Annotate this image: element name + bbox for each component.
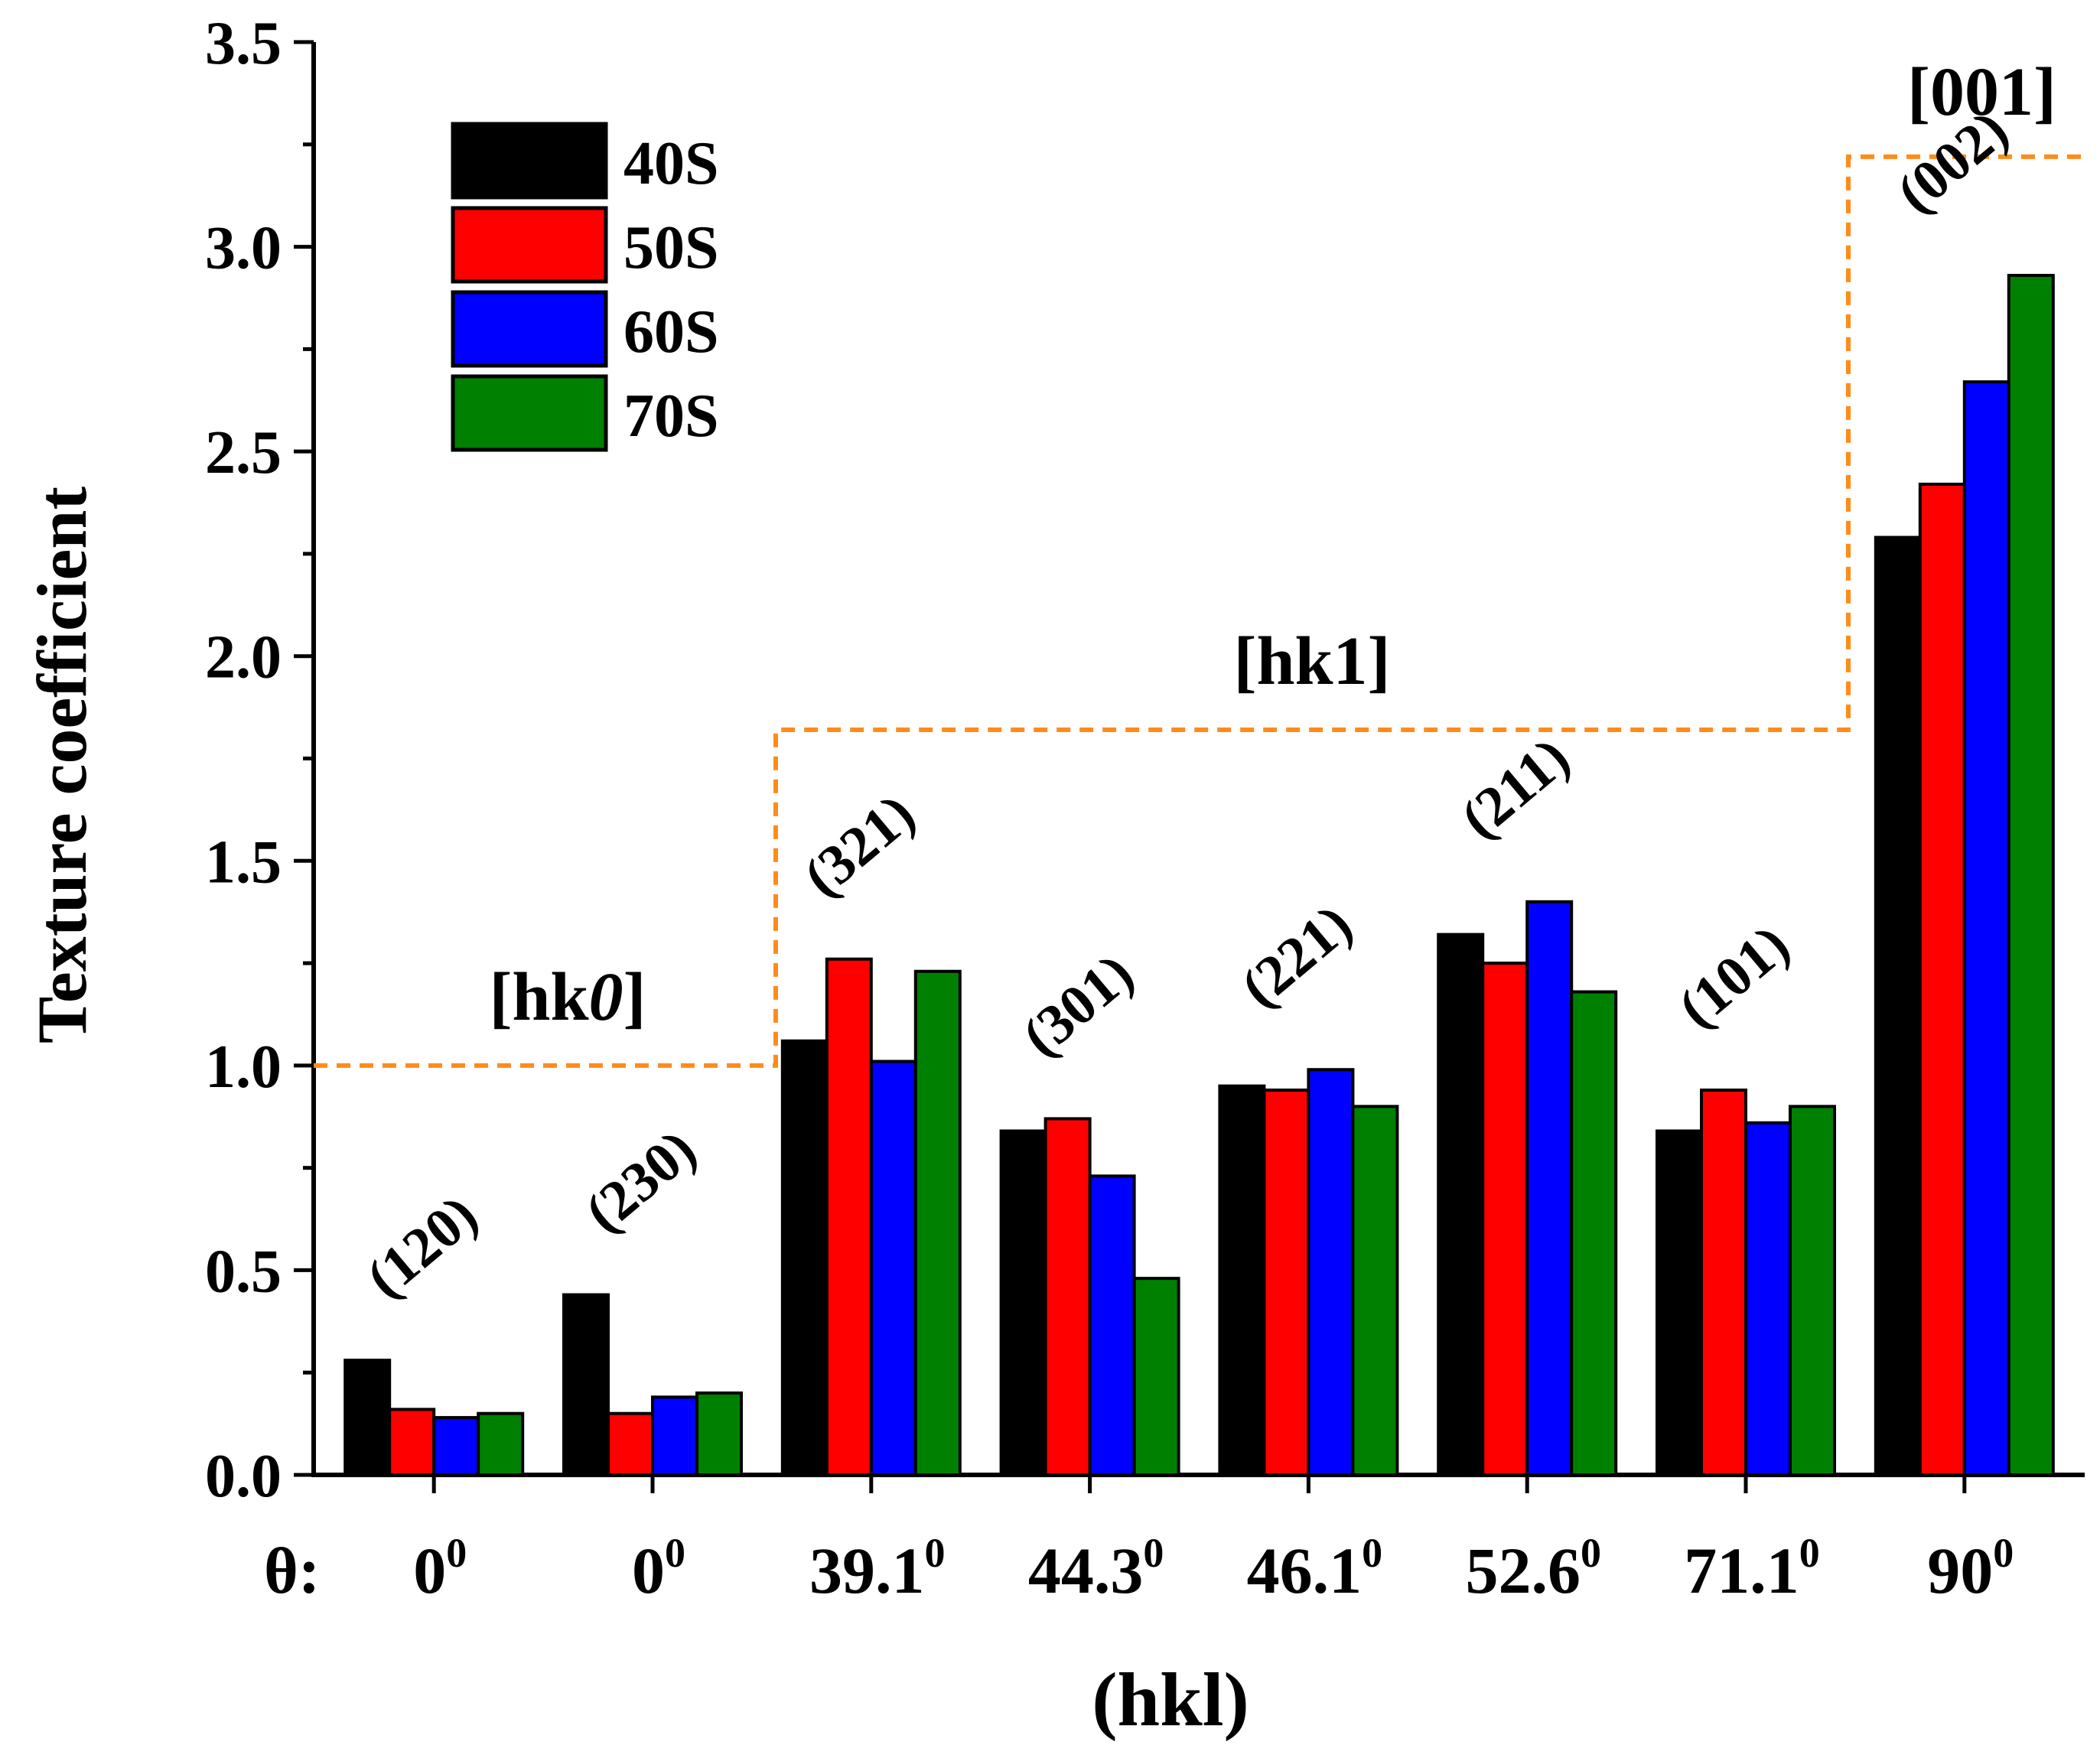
y-tick-label: 2.0 [205, 624, 282, 692]
bar-70S-0 [477, 1411, 525, 1476]
hkl-label: (321) [793, 782, 927, 909]
bar-50S-7 [1918, 482, 1966, 1476]
x-tick-label: 71.10 [1684, 1530, 1820, 1607]
x-tick-label: 00 [413, 1530, 467, 1607]
bars [343, 274, 2055, 1477]
y-tick-label: 3.0 [205, 215, 282, 282]
bar-70S-4 [1351, 1105, 1399, 1477]
hkl-label: (230) [574, 1118, 708, 1245]
italic-zero: 0 [589, 959, 623, 1035]
x-tick-label: 46.10 [1247, 1530, 1383, 1607]
bar-70S-5 [1570, 990, 1618, 1476]
bar-70S-7 [2007, 274, 2055, 1477]
bar-40S-5 [1437, 933, 1485, 1476]
degree-superscript: 0 [1143, 1530, 1164, 1576]
legend-label-60S: 60S [623, 298, 719, 366]
y-tick-label: 2.5 [205, 419, 282, 487]
legend-label-40S: 40S [623, 130, 719, 197]
degree-superscript: 0 [925, 1530, 946, 1576]
y-tick-label: 0.0 [205, 1443, 282, 1510]
bar-60S-5 [1525, 900, 1574, 1477]
bar-40S-7 [1874, 535, 1922, 1476]
y-axis: 0.0 0.5 1.0 1.5 2.0 2.5 3.0 3.5 [205, 10, 314, 1510]
bar-50S-4 [1262, 1088, 1310, 1476]
x-tick-label: 39.10 [809, 1530, 946, 1607]
y-tick-label: 1.0 [205, 1033, 282, 1101]
bar-40S-0 [343, 1359, 392, 1477]
bar-60S-0 [432, 1416, 480, 1476]
bar-40S-3 [999, 1129, 1047, 1476]
hkl-label: (120) [355, 1183, 490, 1310]
hkl-label: (211) [1450, 726, 1581, 851]
bar-60S-4 [1307, 1068, 1355, 1477]
bar-60S-1 [650, 1395, 698, 1477]
degree-superscript: 0 [1993, 1530, 2014, 1576]
bar-70S-1 [695, 1391, 743, 1477]
degree-superscript: 0 [1362, 1530, 1382, 1576]
bar-40S-2 [780, 1039, 829, 1476]
bar-50S-1 [606, 1411, 654, 1476]
bar-50S-2 [825, 957, 873, 1476]
group-label-001: [001] [1907, 54, 2056, 130]
degree-superscript: 0 [665, 1530, 685, 1576]
bar-50S-3 [1043, 1117, 1092, 1476]
degree-superscript: 0 [1799, 1530, 1820, 1576]
degree-superscript: 0 [446, 1530, 467, 1576]
bar-40S-6 [1656, 1129, 1704, 1476]
hkl-label: (101) [1667, 913, 1802, 1040]
y-axis-title: Texture coefficient [23, 487, 101, 1043]
x-axis-title: (hkl) [1092, 1657, 1249, 1742]
bar-50S-5 [1481, 962, 1529, 1476]
legend-label-70S: 70S [623, 382, 719, 450]
hkl-label: (221) [1229, 893, 1364, 1020]
legend-swatch-50S [451, 206, 608, 284]
group-label-hk1: [hk1] [1233, 623, 1390, 699]
x-tick-label: 00 [632, 1530, 685, 1607]
bar-70S-2 [913, 969, 962, 1476]
degree-superscript: 0 [1581, 1530, 1601, 1576]
bar-40S-4 [1218, 1084, 1266, 1476]
bar-60S-3 [1088, 1174, 1136, 1476]
bar-70S-6 [1789, 1105, 1837, 1477]
hkl-label: (301) [1011, 942, 1145, 1069]
bar-70S-3 [1132, 1277, 1180, 1477]
x-axis: 00 00 39.10 44.30 46.10 52.60 71.10 900 [413, 1475, 2014, 1607]
bar-60S-2 [869, 1060, 917, 1476]
legend-label-50S: 50S [623, 214, 719, 282]
legend-swatch-40S [451, 122, 608, 200]
y-tick-label: 0.5 [205, 1238, 282, 1305]
bar-60S-6 [1744, 1121, 1792, 1476]
bar-50S-0 [388, 1408, 436, 1477]
bar-40S-1 [562, 1293, 610, 1476]
orientation-boundary-line [314, 154, 2085, 1068]
legend-swatch-70S [451, 374, 608, 452]
legend-swatch-60S [451, 290, 608, 368]
y-tick-label: 3.5 [205, 10, 282, 77]
x-tick-label: 44.30 [1028, 1530, 1164, 1607]
x-tick-label: 52.60 [1465, 1530, 1600, 1607]
bar-50S-6 [1700, 1088, 1748, 1476]
bar-60S-7 [1962, 380, 2010, 1476]
theta-prefix: θ: [264, 1534, 321, 1607]
y-tick-label: 1.5 [205, 828, 282, 896]
orientation-group-lines [314, 154, 2085, 1068]
group-label-hk0: [hk0] [489, 959, 646, 1035]
orientation-group-labels: [hk0] [hk1] [001] [489, 54, 2056, 1035]
legend: 40S 50S 60S 70S [451, 122, 719, 452]
x-tick-label: 900 [1927, 1530, 2014, 1607]
